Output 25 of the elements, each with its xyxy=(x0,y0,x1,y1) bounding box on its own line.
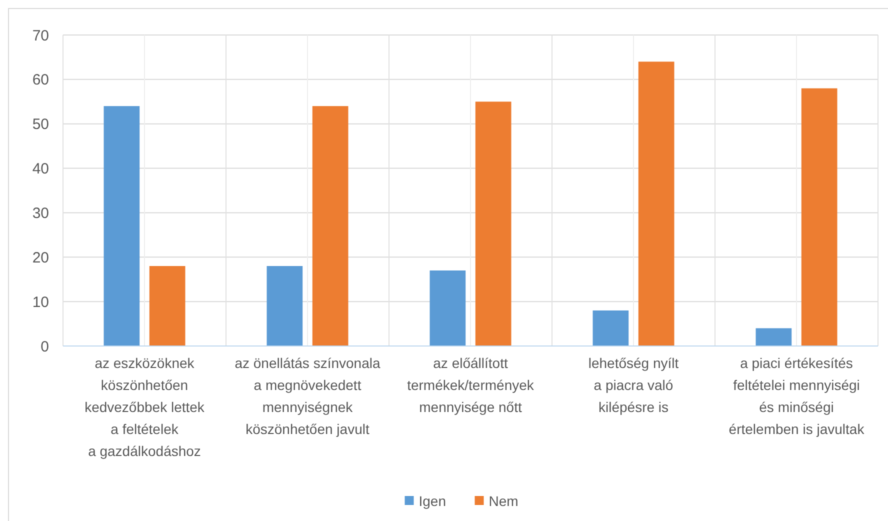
x-tick-label: az önellátás színvonala a megnövekedett mennyiségnek köszönhetően javult xyxy=(234,355,380,437)
x-tick-label: lehetőség nyílt a piacra való kilépésre is xyxy=(588,355,679,415)
legend-label: Nem xyxy=(488,492,518,509)
y-tick-label: 10 xyxy=(32,294,49,311)
y-tick-label: 70 xyxy=(32,27,49,44)
legend-label: Igen xyxy=(418,492,446,509)
bar xyxy=(312,106,348,346)
y-tick-label: 30 xyxy=(32,204,49,222)
x-tick-label: az előállított termékek/termények mennyisége nőtt xyxy=(407,355,535,415)
bar xyxy=(756,328,792,346)
x-tick-label: a piaci értékesítés feltételei mennyiségi és minőségi értelemben is javultak xyxy=(728,355,866,437)
bar xyxy=(149,266,186,346)
bar xyxy=(638,62,674,346)
y-tick-label: 60 xyxy=(32,72,49,89)
bar xyxy=(266,266,303,346)
bar xyxy=(592,310,629,346)
bar xyxy=(801,88,838,346)
bar xyxy=(104,106,140,346)
y-tick-label: 40 xyxy=(32,160,49,178)
x-tick-label: az eszközöknek köszönhetően kedvezőbbek lettek a feltételek a gazdálkodáshoz xyxy=(84,355,206,459)
y-tick-label: 20 xyxy=(32,249,49,266)
bar xyxy=(475,102,512,346)
y-tick-label: 0 xyxy=(40,338,49,356)
y-tick-label: 50 xyxy=(32,116,49,134)
bar xyxy=(430,270,466,346)
